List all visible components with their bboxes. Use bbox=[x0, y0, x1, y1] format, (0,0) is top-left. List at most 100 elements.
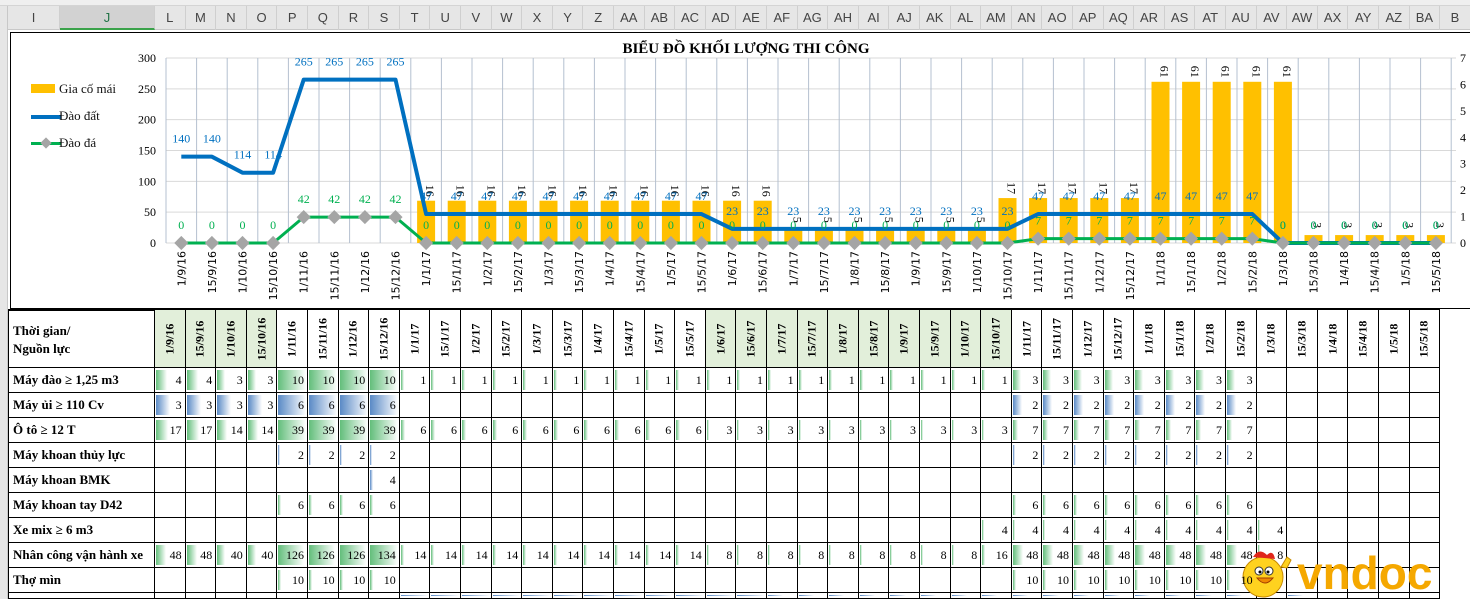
data-cell[interactable]: 10 bbox=[369, 568, 400, 593]
row-label[interactable]: Máy khoan tay D42 bbox=[8, 493, 155, 518]
data-cell[interactable]: 3 bbox=[1042, 368, 1073, 393]
data-cell[interactable]: 1 bbox=[981, 368, 1012, 393]
data-cell[interactable] bbox=[705, 568, 737, 593]
column-header-ai[interactable]: AI bbox=[859, 6, 890, 30]
data-cell[interactable]: 2 bbox=[1073, 393, 1104, 418]
row-label[interactable]: Thợ mìn bbox=[8, 568, 155, 593]
data-cell[interactable] bbox=[1317, 493, 1349, 518]
date-header-cell[interactable]: 1/5/17 bbox=[644, 310, 676, 368]
data-cell[interactable] bbox=[1409, 518, 1441, 543]
column-header-m[interactable]: M bbox=[186, 6, 217, 30]
data-cell[interactable] bbox=[1317, 368, 1349, 393]
data-cell[interactable]: 10 bbox=[1164, 568, 1196, 593]
data-cell[interactable]: 2 bbox=[1134, 393, 1165, 418]
bar-gia-co-mai[interactable] bbox=[1182, 81, 1201, 244]
data-cell[interactable]: 40 bbox=[216, 543, 247, 568]
data-cell[interactable]: 6 bbox=[1164, 493, 1196, 518]
data-cell[interactable] bbox=[1103, 468, 1135, 493]
data-cell[interactable] bbox=[920, 468, 951, 493]
data-cell[interactable]: 3 bbox=[155, 393, 186, 418]
bar-gia-co-mai[interactable] bbox=[1273, 81, 1292, 244]
data-cell[interactable]: 6 bbox=[308, 393, 339, 418]
data-cell[interactable]: 10 bbox=[277, 368, 308, 393]
data-cell[interactable]: 4 bbox=[1042, 518, 1073, 543]
data-cell[interactable]: 3 bbox=[1011, 368, 1043, 393]
data-cell[interactable] bbox=[1287, 393, 1318, 418]
data-cell[interactable]: 6 bbox=[1011, 493, 1043, 518]
date-header-cell[interactable]: 1/2/18 bbox=[1195, 310, 1226, 368]
bar-gia-co-mai[interactable] bbox=[692, 200, 711, 243]
data-cell[interactable] bbox=[675, 493, 706, 518]
data-cell[interactable]: 8 bbox=[889, 543, 920, 568]
data-cell[interactable] bbox=[399, 493, 431, 518]
data-cell[interactable] bbox=[338, 468, 370, 493]
data-cell[interactable] bbox=[491, 493, 523, 518]
data-cell[interactable]: 14 bbox=[644, 543, 676, 568]
data-cell[interactable]: 6 bbox=[399, 418, 431, 443]
data-cell[interactable] bbox=[889, 493, 920, 518]
date-header-cell[interactable]: 1/8/17 bbox=[828, 310, 859, 368]
data-cell[interactable] bbox=[858, 468, 890, 493]
date-header-cell[interactable]: 1/9/17 bbox=[889, 310, 920, 368]
data-cell[interactable]: 3 bbox=[889, 418, 920, 443]
data-cell[interactable] bbox=[185, 443, 217, 468]
data-cell[interactable] bbox=[583, 593, 614, 599]
data-cell[interactable]: 39 bbox=[277, 418, 308, 443]
data-cell[interactable]: 2 bbox=[277, 443, 308, 468]
column-header-ab[interactable]: AB bbox=[645, 6, 676, 30]
data-cell[interactable] bbox=[552, 593, 584, 599]
data-cell[interactable] bbox=[277, 593, 308, 599]
column-header-p[interactable]: P bbox=[277, 6, 308, 30]
data-cell[interactable] bbox=[155, 443, 186, 468]
data-cell[interactable] bbox=[522, 443, 553, 468]
date-header-cell[interactable]: 15/5/17 bbox=[675, 310, 706, 368]
data-cell[interactable]: 48 bbox=[1073, 543, 1104, 568]
data-cell[interactable]: 4 bbox=[1195, 518, 1226, 543]
data-cell[interactable] bbox=[1256, 493, 1288, 518]
data-cell[interactable] bbox=[797, 518, 829, 543]
data-cell[interactable] bbox=[583, 518, 614, 543]
data-cell[interactable]: 4 bbox=[1256, 518, 1288, 543]
data-cell[interactable] bbox=[767, 593, 798, 599]
data-cell[interactable]: 6 bbox=[583, 418, 614, 443]
data-cell[interactable] bbox=[338, 593, 370, 599]
data-cell[interactable]: 2 bbox=[1011, 393, 1043, 418]
data-cell[interactable] bbox=[1409, 568, 1441, 593]
data-cell[interactable] bbox=[399, 593, 431, 599]
data-cell[interactable] bbox=[767, 468, 798, 493]
date-header-cell[interactable]: 15/2/17 bbox=[491, 310, 523, 368]
column-header-as[interactable]: AS bbox=[1165, 6, 1196, 30]
date-header-cell[interactable]: 15/4/18 bbox=[1348, 310, 1379, 368]
data-cell[interactable]: 6 bbox=[461, 418, 492, 443]
data-cell[interactable] bbox=[767, 568, 798, 593]
data-cell[interactable] bbox=[797, 393, 829, 418]
data-cell[interactable]: 2 bbox=[1195, 393, 1226, 418]
data-cell[interactable] bbox=[430, 518, 461, 543]
data-cell[interactable] bbox=[920, 593, 951, 599]
data-cell[interactable] bbox=[920, 568, 951, 593]
data-cell[interactable]: 14 bbox=[552, 543, 584, 568]
data-cell[interactable] bbox=[1379, 393, 1410, 418]
data-cell[interactable] bbox=[889, 593, 920, 599]
data-cell[interactable]: 1 bbox=[552, 368, 584, 393]
date-header-cell[interactable]: 15/9/16 bbox=[185, 310, 217, 368]
data-cell[interactable] bbox=[399, 568, 431, 593]
data-cell[interactable] bbox=[461, 593, 492, 599]
data-cell[interactable] bbox=[1256, 468, 1288, 493]
column-header-ao[interactable]: AO bbox=[1042, 6, 1073, 30]
date-header-cell[interactable]: 1/11/16 bbox=[277, 310, 308, 368]
data-cell[interactable]: 4 bbox=[185, 368, 217, 393]
date-header-cell[interactable]: 1/2/17 bbox=[461, 310, 492, 368]
bar-gia-co-mai[interactable] bbox=[570, 200, 589, 243]
date-header-cell[interactable]: 15/5/18 bbox=[1409, 310, 1441, 368]
column-header-x[interactable]: X bbox=[522, 6, 553, 30]
data-cell[interactable] bbox=[644, 393, 676, 418]
data-cell[interactable] bbox=[889, 468, 920, 493]
column-header-ax[interactable]: AX bbox=[1318, 6, 1349, 30]
data-cell[interactable] bbox=[308, 593, 339, 599]
data-cell[interactable] bbox=[1256, 368, 1288, 393]
table-corner-header[interactable]: Thời gian/Nguồn lực bbox=[8, 310, 155, 368]
data-cell[interactable]: 48 bbox=[185, 543, 217, 568]
data-cell[interactable]: 14 bbox=[461, 543, 492, 568]
data-cell[interactable] bbox=[736, 468, 767, 493]
